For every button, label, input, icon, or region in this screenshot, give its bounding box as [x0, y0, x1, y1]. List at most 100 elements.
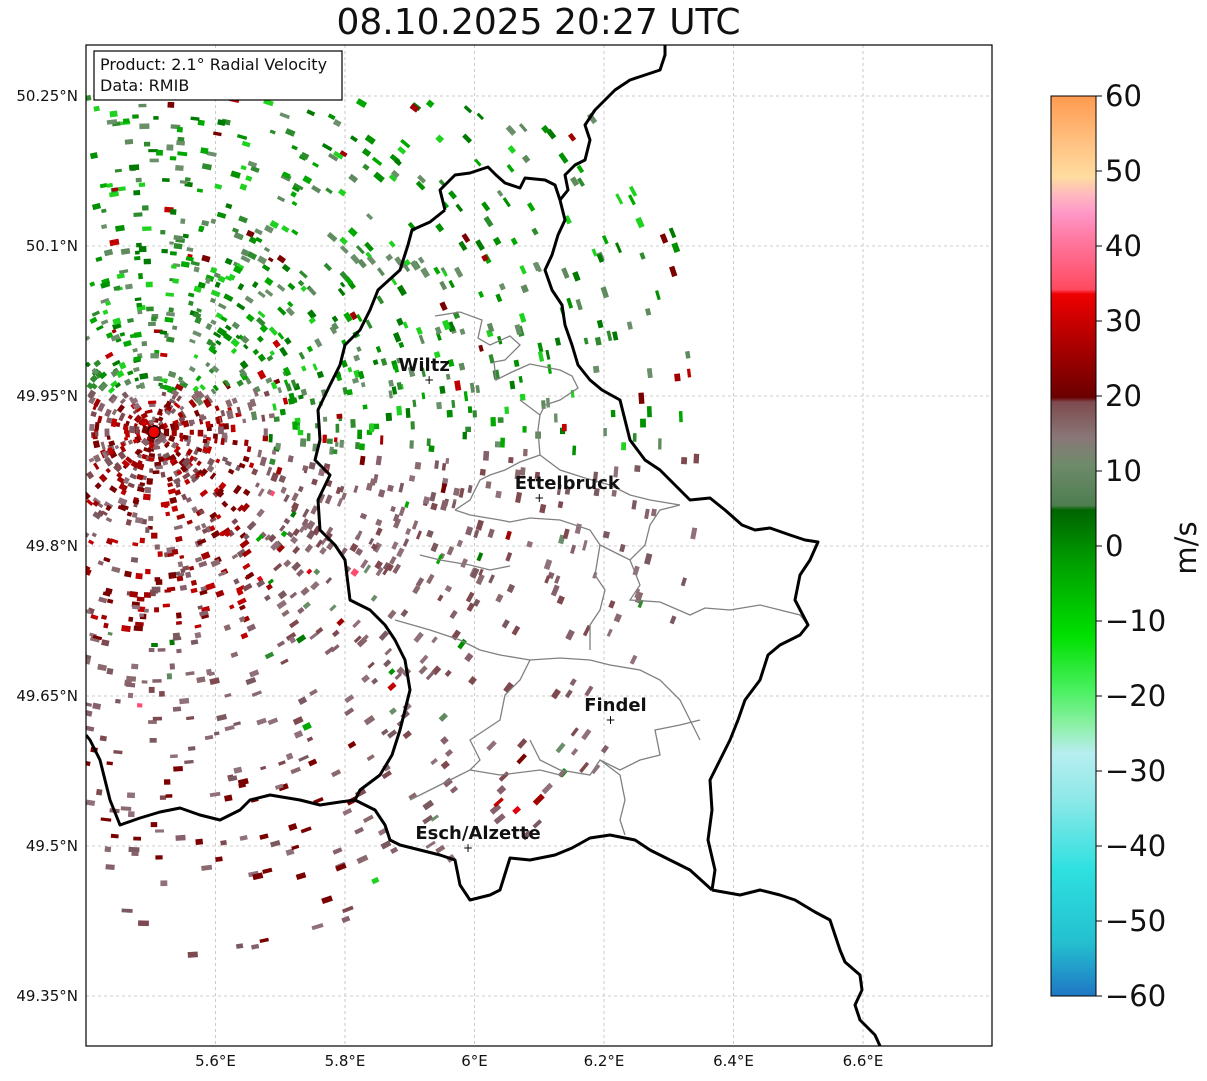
- echo-pixel: [483, 215, 494, 228]
- echo-pixel: [127, 370, 134, 376]
- echo-pixel: [362, 404, 368, 410]
- echo-pixel: [290, 379, 297, 388]
- echo-pixel: [279, 524, 286, 532]
- echo-pixel: [106, 598, 114, 604]
- echo-pixel: [283, 517, 291, 525]
- echo-pixel: [269, 350, 276, 356]
- echo-pixel: [355, 98, 368, 109]
- echo-pixel: [148, 720, 157, 724]
- echo-pixel: [488, 574, 495, 584]
- echo-pixel: [255, 533, 264, 542]
- echo-pixel: [175, 535, 183, 543]
- echo-pixel: [127, 414, 134, 420]
- echo-pixel: [309, 688, 318, 696]
- echo-pixel: [103, 248, 114, 257]
- echo-pixel: [105, 504, 112, 512]
- echo-pixel: [297, 606, 305, 615]
- echo-pixel: [266, 488, 273, 496]
- echo-pixel: [376, 267, 385, 277]
- echo-pixel: [172, 632, 181, 639]
- echo-pixel: [279, 112, 291, 120]
- echo-pixel: [171, 505, 179, 513]
- echo-pixel: [175, 164, 184, 172]
- colorbar-tick-label: 50: [1105, 154, 1142, 188]
- lat-tick-label: 49.8°N: [26, 537, 78, 555]
- echo-pixel: [410, 421, 415, 430]
- echo-pixel: [290, 191, 297, 198]
- echo-pixel: [209, 511, 218, 520]
- echo-pixel: [364, 241, 374, 252]
- echo-pixel: [584, 685, 594, 697]
- echo-pixel: [235, 334, 241, 340]
- echo-pixel: [194, 316, 202, 325]
- echo-pixel: [469, 382, 475, 393]
- echo-pixel: [139, 482, 146, 487]
- echo-pixel: [118, 186, 126, 192]
- echo-pixel: [494, 441, 501, 448]
- echo-pixel: [162, 603, 171, 608]
- echo-pixel: [260, 765, 267, 771]
- echo-pixel: [268, 434, 273, 443]
- echo-pixel: [192, 312, 202, 319]
- echo-pixel: [112, 359, 121, 367]
- echo-pixel: [252, 348, 260, 356]
- echo-pixel: [335, 863, 347, 872]
- echo-pixel: [300, 586, 310, 596]
- echo-pixel: [160, 230, 166, 235]
- echo-pixel: [192, 385, 200, 393]
- echo-pixel: [292, 528, 301, 537]
- echo-pixel: [166, 673, 173, 680]
- echo-pixel: [298, 270, 308, 279]
- echo-pixel: [479, 468, 486, 476]
- echo-pixel: [148, 149, 158, 153]
- echo-pixel: [195, 838, 204, 846]
- echo-pixel: [106, 417, 113, 424]
- echo-pixel: [104, 428, 110, 437]
- echo-pixel: [92, 511, 102, 520]
- echo-pixel: [326, 231, 338, 243]
- echo-pixel: [185, 463, 192, 470]
- echo-pixel: [123, 436, 129, 441]
- echo-pixel: [238, 782, 247, 789]
- echo-pixel: [493, 797, 504, 808]
- echo-pixel: [118, 483, 128, 492]
- echo-pixel: [165, 794, 173, 798]
- echo-pixel: [339, 245, 349, 254]
- echo-pixel: [168, 572, 177, 579]
- echo-pixel: [353, 354, 361, 362]
- echo-pixel: [148, 686, 155, 693]
- echo-pixel: [541, 782, 553, 795]
- echo-pixel: [286, 531, 294, 539]
- echo-pixel: [135, 407, 141, 413]
- echo-pixel: [122, 118, 130, 124]
- echo-pixel: [168, 453, 177, 462]
- echo-pixel: [179, 432, 184, 439]
- echo-pixel: [240, 165, 247, 171]
- echo-pixel: [205, 525, 213, 533]
- echo-pixel: [223, 624, 232, 632]
- echo-pixel: [367, 661, 375, 669]
- echo-pixel: [387, 729, 398, 739]
- echo-pixel: [306, 433, 311, 442]
- echo-pixel: [321, 895, 333, 905]
- echo-pixel: [592, 365, 600, 374]
- echo-pixel: [109, 238, 120, 247]
- echo-pixel: [356, 854, 369, 865]
- echo-pixel: [370, 543, 379, 551]
- colorbar-label: m/s: [1169, 521, 1203, 574]
- echo-pixel: [583, 337, 589, 345]
- echo-pixel: [132, 542, 139, 547]
- echo-pixel: [197, 605, 203, 610]
- echo-pixel: [544, 575, 551, 584]
- echo-pixel: [402, 538, 410, 547]
- echo-pixel: [322, 416, 328, 422]
- echo-pixel: [272, 403, 277, 411]
- echo-pixel: [248, 462, 255, 469]
- echo-pixel: [141, 425, 150, 434]
- echo-pixel: [121, 908, 133, 913]
- echo-pixel: [368, 537, 375, 546]
- echo-pixel: [505, 124, 517, 136]
- echo-pixel: [215, 589, 225, 598]
- echo-pixel: [287, 301, 294, 308]
- echo-pixel: [366, 754, 375, 762]
